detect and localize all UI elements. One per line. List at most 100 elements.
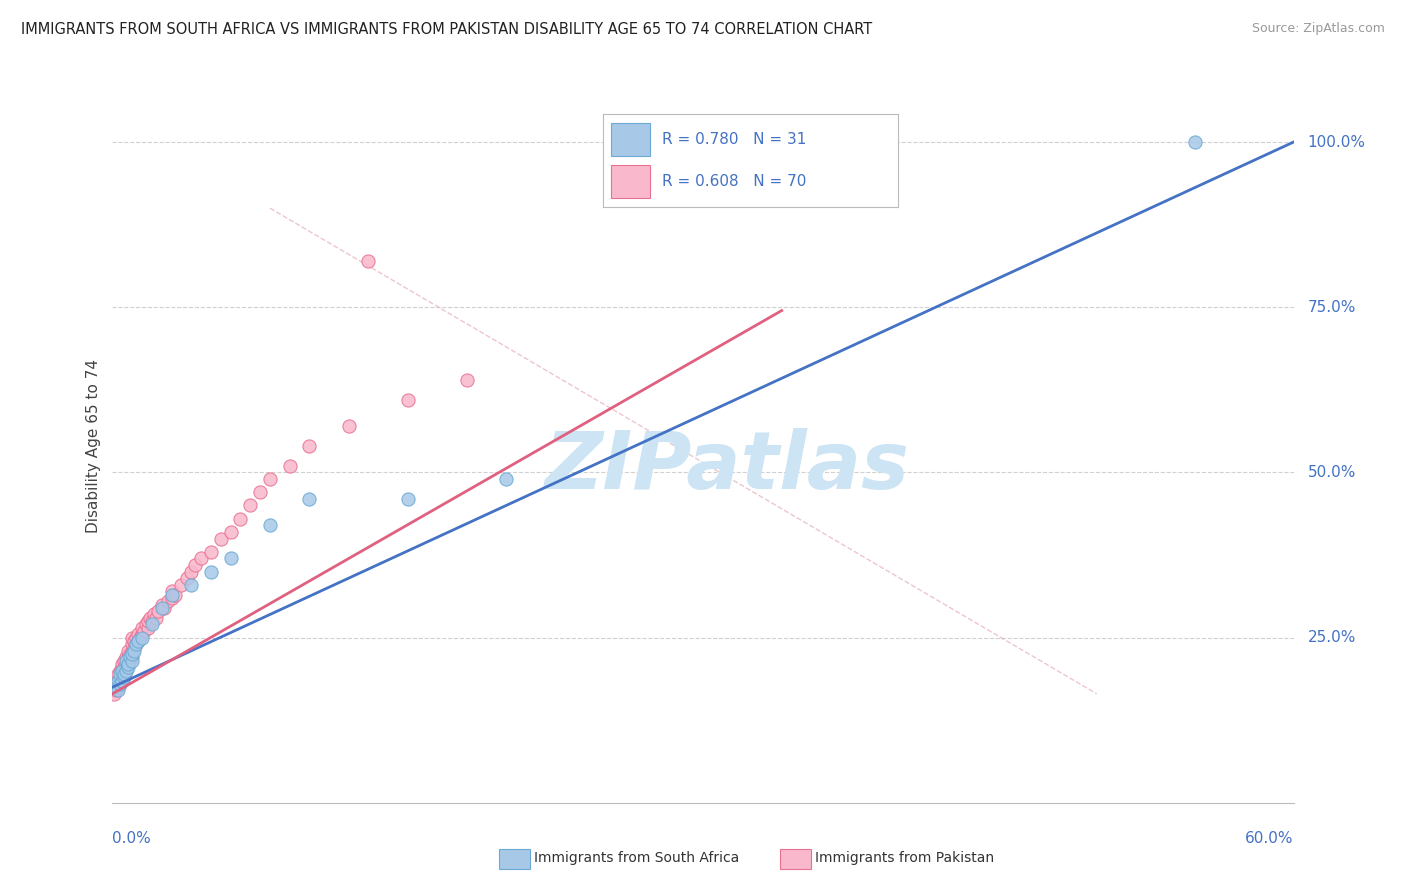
Point [121, 637, 143, 651]
Text: Immigrants from Pakistan: Immigrants from Pakistan [815, 851, 994, 865]
Point [209, 532, 232, 546]
Point [141, 614, 163, 628]
Point [110, 664, 132, 678]
Point [121, 644, 143, 658]
FancyBboxPatch shape [612, 123, 650, 156]
Point [121, 654, 143, 668]
Point [141, 617, 163, 632]
Point [105, 683, 128, 698]
Point [115, 657, 138, 671]
Point [107, 673, 129, 688]
Point [396, 491, 419, 506]
Text: 60.0%: 60.0% [1246, 831, 1294, 847]
Point [278, 458, 301, 473]
Point [110, 677, 132, 691]
Point [103, 687, 125, 701]
Point [180, 578, 202, 592]
Point [142, 607, 165, 622]
Text: 50.0%: 50.0% [1308, 465, 1355, 480]
Point [122, 640, 145, 655]
Text: 25.0%: 25.0% [1308, 630, 1355, 645]
Point [122, 634, 145, 648]
Text: 100.0%: 100.0% [1308, 135, 1365, 150]
Point [219, 524, 242, 539]
Point [180, 565, 202, 579]
Point [298, 439, 321, 453]
Point [176, 571, 198, 585]
Point [127, 627, 149, 641]
Point [121, 631, 143, 645]
Point [132, 624, 155, 638]
Point [107, 680, 129, 694]
Text: Source: ZipAtlas.com: Source: ZipAtlas.com [1251, 22, 1385, 36]
Point [495, 472, 517, 486]
Point [120, 650, 142, 665]
Point [219, 551, 242, 566]
Point [145, 611, 167, 625]
Point [127, 634, 149, 648]
Point [112, 670, 135, 684]
Text: IMMIGRANTS FROM SOUTH AFRICA VS IMMIGRANTS FROM PAKISTAN DISABILITY AGE 65 TO 74: IMMIGRANTS FROM SOUTH AFRICA VS IMMIGRAN… [21, 22, 872, 37]
Point [170, 578, 193, 592]
Point [112, 667, 135, 681]
Point [115, 664, 138, 678]
Point [117, 660, 139, 674]
Point [112, 654, 135, 668]
Point [117, 644, 139, 658]
Point [129, 631, 152, 645]
Point [117, 657, 139, 671]
Point [115, 654, 138, 668]
Point [107, 673, 129, 688]
Point [107, 683, 129, 698]
Point [121, 650, 143, 665]
Text: R = 0.780   N = 31: R = 0.780 N = 31 [662, 132, 806, 147]
Point [160, 591, 183, 605]
Y-axis label: Disability Age 65 to 74: Disability Age 65 to 74 [86, 359, 101, 533]
Point [160, 588, 183, 602]
Point [110, 677, 132, 691]
Point [117, 657, 139, 671]
Text: 0.0%: 0.0% [112, 831, 152, 847]
Point [131, 627, 153, 641]
Point [396, 392, 419, 407]
Point [249, 485, 271, 500]
Point [298, 491, 321, 506]
Point [111, 667, 134, 681]
FancyBboxPatch shape [612, 165, 650, 198]
Point [110, 667, 132, 681]
Point [200, 565, 222, 579]
Point [136, 621, 159, 635]
Point [120, 654, 142, 668]
Point [131, 631, 153, 645]
Point [107, 667, 129, 681]
Point [259, 518, 281, 533]
Point [125, 637, 148, 651]
Point [125, 637, 148, 651]
Point [259, 472, 281, 486]
Text: Immigrants from South Africa: Immigrants from South Africa [534, 851, 740, 865]
Point [165, 588, 187, 602]
Point [139, 611, 162, 625]
Point [337, 419, 360, 434]
Point [110, 670, 132, 684]
Point [111, 673, 134, 688]
Point [135, 617, 157, 632]
Point [111, 660, 134, 674]
Point [146, 604, 169, 618]
Text: 75.0%: 75.0% [1308, 300, 1355, 315]
Point [112, 660, 135, 674]
Point [150, 600, 173, 615]
Point [239, 499, 262, 513]
Point [156, 594, 179, 608]
Point [111, 664, 134, 678]
Point [131, 621, 153, 635]
Point [160, 584, 183, 599]
Point [127, 634, 149, 648]
Text: R = 0.608   N = 70: R = 0.608 N = 70 [662, 174, 806, 189]
Point [111, 673, 134, 688]
Point [200, 545, 222, 559]
Point [111, 657, 134, 671]
Point [456, 373, 478, 387]
Point [121, 647, 143, 661]
Point [115, 664, 138, 678]
